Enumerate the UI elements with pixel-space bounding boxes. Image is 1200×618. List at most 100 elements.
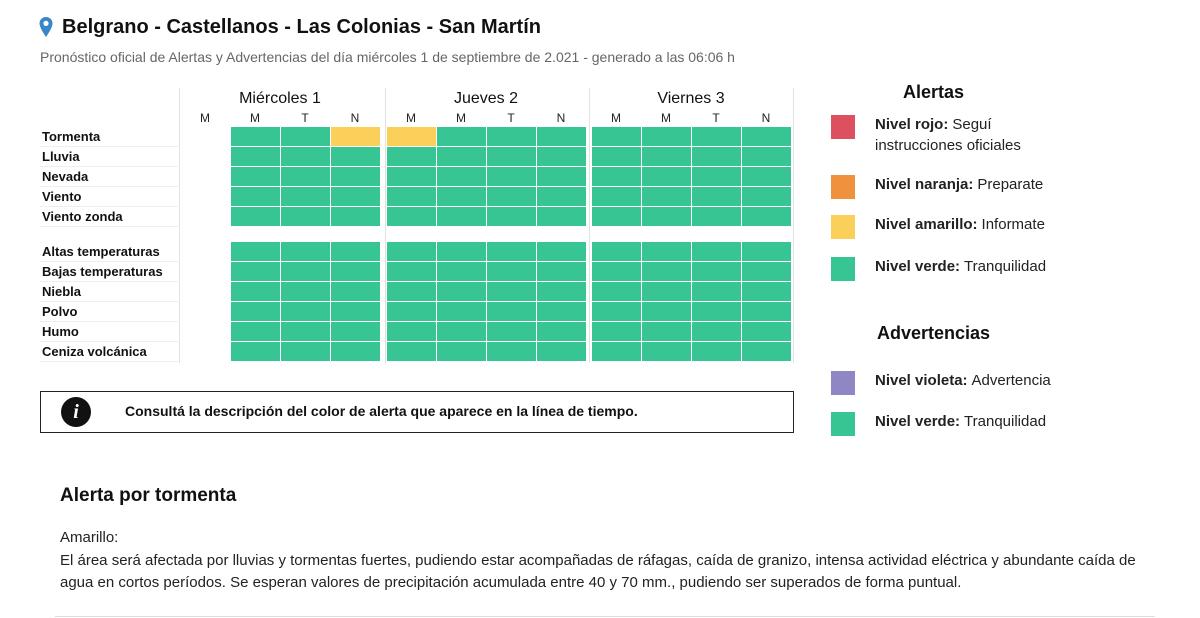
level-cell [537,302,586,321]
level-cell [742,342,791,361]
row-divider [40,341,178,342]
level-cell [487,282,536,301]
level-cell [331,147,380,166]
level-cell [231,302,280,321]
level-cell [592,147,641,166]
row-divider [40,146,178,147]
level-cell [537,187,586,206]
day-header: Miércoles 1 [239,90,321,107]
legend-swatch [831,175,855,199]
period-label: T [507,111,515,125]
level-cell [642,187,691,206]
level-cell [487,242,536,261]
legend-text: Seguí instrucciones oficiales [875,116,1021,154]
level-cell [742,302,791,321]
level-cell [592,187,641,206]
level-cell [692,187,741,206]
level-cell [742,127,791,146]
day-header: Viernes 3 [657,90,725,107]
legend-swatch [831,115,855,139]
level-cell [437,342,486,361]
legend-label: Nivel amarillo: [875,216,978,233]
legend-text: Tranquilidad [964,258,1047,275]
level-cell [231,127,280,146]
period-label: T [712,111,720,125]
column-divider [179,88,180,363]
row-divider [40,321,178,322]
level-cell [592,167,641,186]
row-label: Humo [42,324,79,339]
level-cell [281,322,330,341]
level-cell [742,167,791,186]
level-cell [231,147,280,166]
level-cell [642,302,691,321]
level-cell [592,127,641,146]
level-cell [387,302,436,321]
level-cell [387,207,436,226]
legend-text: Tranquilidad [964,413,1047,430]
detail-title: Alerta por tormenta [60,485,237,506]
level-cell [437,147,486,166]
level-cell [387,322,436,341]
level-cell [692,207,741,226]
level-cell [437,127,486,146]
period-label: N [350,111,360,125]
title: Belgrano - Castellanos - Las Colonias - … [62,16,541,38]
level-cell [742,242,791,261]
legend-swatch [831,215,855,239]
level-cell [537,147,586,166]
level-cell [592,342,641,361]
level-cell [231,242,280,261]
legend-title: Advertencias [877,323,991,343]
level-cell [642,147,691,166]
subtitle: Pronóstico oficial de Alertas y Adverten… [40,49,735,65]
legend-item: Nivel verde: Tranquilidad [875,411,1075,432]
level-cell [281,147,330,166]
row-divider [40,186,178,187]
legend-title: Alertas [903,82,965,102]
level-cell [231,342,280,361]
level-cell [592,322,641,341]
level-cell [387,147,436,166]
level-cell [281,342,330,361]
detail-level: Amarillo: [60,529,119,546]
level-cell [331,167,380,186]
row-label: Viento zonda [42,209,123,224]
level-cell [231,187,280,206]
level-cell [437,262,486,281]
level-cell [281,262,330,281]
forecast-grid: Miércoles 1 M M T N Jueves 2 M M T N Viernes 3 M M T N… [0,0,800,370]
level-cell [742,207,791,226]
level-cell [742,262,791,281]
period-label: M [456,111,466,125]
level-cell [487,262,536,281]
column-divider [589,88,590,363]
level-cell [592,302,641,321]
pin-icon [39,17,53,37]
level-cell [231,262,280,281]
level-cell [692,282,741,301]
row-label: Altas temperaturas [42,244,160,259]
level-cell [692,302,741,321]
level-cell [692,242,741,261]
column-divider [385,88,386,363]
info-box: i Consultá la descripción del color de a… [40,391,794,433]
level-cell [281,167,330,186]
period-label: T [301,111,309,125]
level-cell [331,322,380,341]
legend-label: Nivel violeta: [875,372,968,389]
row-divider [40,361,178,362]
level-cell [387,342,436,361]
level-cell [331,302,380,321]
legend-item: Nivel violeta: Advertencia [875,370,1075,391]
level-cell [642,207,691,226]
level-cell [537,242,586,261]
level-cell [281,302,330,321]
level-cell [281,187,330,206]
level-cell [537,127,586,146]
level-cell [692,147,741,166]
level-cell [537,207,586,226]
row-label: Viento [42,189,82,204]
legend-label: Nivel verde: [875,258,961,275]
